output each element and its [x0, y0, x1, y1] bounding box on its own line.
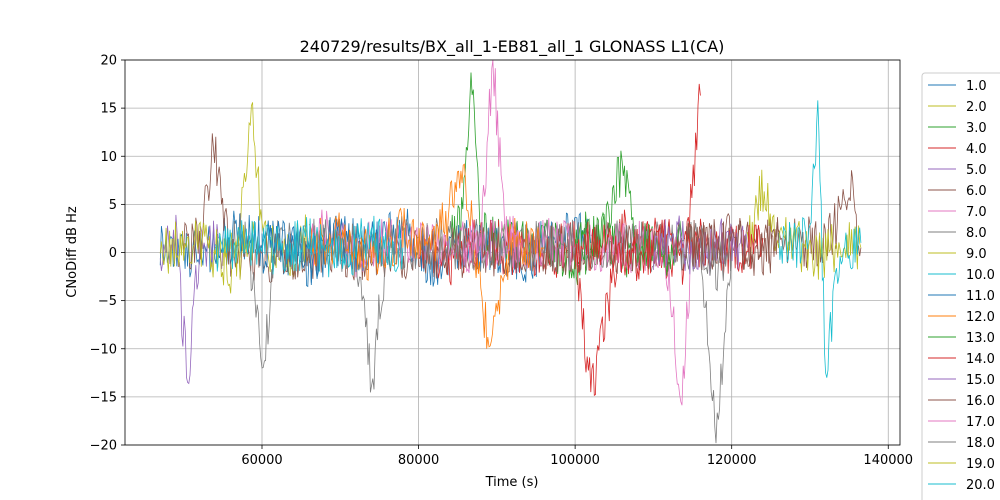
legend-label: 15.0 — [966, 373, 995, 388]
legend-label: 9.0 — [966, 247, 987, 262]
series-line-18.0 — [700, 225, 733, 292]
x-axis-ticks: 60000 80000 100000 120000 140000 — [241, 445, 913, 468]
y-tick-label: 0 — [109, 246, 117, 261]
legend-label: 19.0 — [966, 457, 995, 472]
series-line-6.0 — [183, 133, 862, 283]
chart-title: 240729/results/BX_all_1-EB81_all_1 GLONA… — [300, 37, 725, 57]
series-line-14.0 — [574, 217, 764, 282]
legend-label: 10.0 — [966, 268, 995, 283]
legend-label: 1.0 — [966, 79, 987, 94]
series-line-20.0 — [214, 215, 404, 278]
legend-label: 13.0 — [966, 331, 995, 346]
legend-items: 1.0 2.0 3.0 4.0 5.0 6.0 7.0 8.0 9.0 10.0 11.0 12.0 1… — [928, 79, 995, 500]
y-axis-title: CNoDiff dB Hz — [65, 206, 80, 298]
legend-label: 12.0 — [966, 310, 995, 325]
legend-label: 7.0 — [966, 205, 987, 220]
x-tick-label: 120000 — [707, 453, 757, 468]
series-line-5.0 — [159, 214, 224, 385]
legend-label: 20.0 — [966, 478, 995, 493]
legend-label: 8.0 — [966, 226, 987, 241]
series-line-10.0 — [778, 100, 862, 378]
series-line-16.0 — [684, 212, 780, 276]
legend-label: 2.0 — [966, 100, 987, 115]
y-tick-label: 15 — [100, 102, 117, 117]
y-tick-label: −5 — [98, 294, 117, 309]
x-tick-label: 80000 — [398, 453, 439, 468]
legend-label: 14.0 — [966, 352, 995, 367]
legend-label: 3.0 — [966, 121, 987, 136]
x-axis-title: Time (s) — [485, 475, 539, 490]
y-tick-label: −15 — [90, 390, 117, 405]
legend: 1.0 2.0 3.0 4.0 5.0 6.0 7.0 8.0 9.0 10.0 11.0 12.0 1… — [921, 72, 1000, 500]
legend-label: 11.0 — [966, 289, 995, 304]
x-tick-label: 140000 — [863, 453, 913, 468]
legend-frame — [921, 72, 1000, 500]
series-line-19.0 — [159, 220, 255, 294]
legend-label: 18.0 — [966, 436, 995, 451]
y-tick-label: 5 — [109, 198, 117, 213]
x-tick-label: 60000 — [241, 453, 282, 468]
y-tick-label: 20 — [100, 54, 117, 69]
legend-label: 6.0 — [966, 184, 987, 199]
legend-label: 4.0 — [966, 142, 987, 157]
x-tick-label: 100000 — [550, 453, 600, 468]
series-lines — [159, 59, 862, 444]
series-line-12.0 — [308, 163, 545, 349]
legend-label: 17.0 — [966, 415, 995, 430]
y-axis-ticks: −20 −15 −10 −5 0 5 10 15 20 — [90, 54, 125, 454]
y-tick-label: −10 — [90, 342, 117, 357]
legend-label: 16.0 — [966, 394, 995, 409]
legend-label: 5.0 — [966, 163, 987, 178]
y-tick-label: 10 — [100, 150, 117, 165]
y-tick-label: −20 — [90, 439, 117, 454]
